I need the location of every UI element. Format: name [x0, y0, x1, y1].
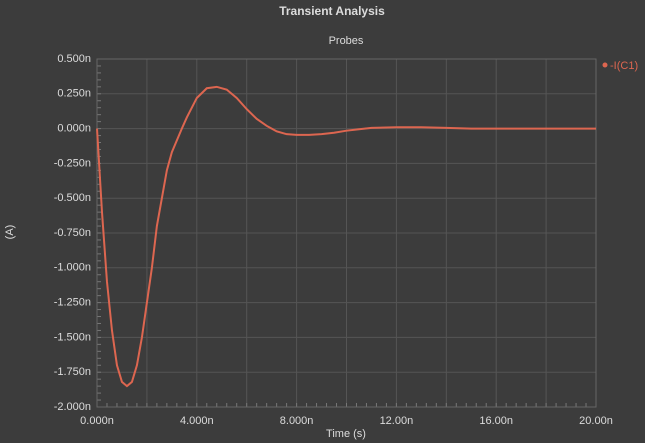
x-tick-label: 0.000n — [80, 415, 114, 427]
y-axis-label: (A) — [4, 225, 16, 240]
y-tick-label: 0.000n — [57, 123, 91, 135]
legend-marker — [602, 62, 608, 68]
y-tick-label: -1.500n — [54, 331, 91, 343]
y-tick-label: -0.250n — [54, 157, 91, 169]
y-tick-label: -1.750n — [54, 366, 91, 378]
y-tick-label: -2.000n — [54, 401, 91, 413]
series-line — [96, 85, 596, 388]
y-tick-label: 0.500n — [57, 53, 91, 65]
y-tick-label: -0.750n — [54, 227, 91, 239]
plot-frame — [96, 58, 597, 408]
x-tick-label: 12.00n — [380, 415, 414, 427]
x-axis-label: Time (s) — [326, 428, 366, 440]
y-tick-label: -0.500n — [54, 192, 91, 204]
x-tick-label: 20.00n — [579, 415, 613, 427]
y-tick-label: 0.250n — [57, 88, 91, 100]
y-tick-label: -1.250n — [54, 297, 91, 309]
chart-title: Transient Analysis — [279, 4, 385, 18]
x-tick-label: 16.00n — [479, 415, 513, 427]
chart-subtitle: Probes — [329, 35, 364, 47]
x-tick-label: 4.000n — [180, 415, 214, 427]
y-tick-label: -1.000n — [54, 262, 91, 274]
x-tick-label: 8.000n — [280, 415, 314, 427]
legend-label: -I(C1) — [610, 60, 638, 72]
